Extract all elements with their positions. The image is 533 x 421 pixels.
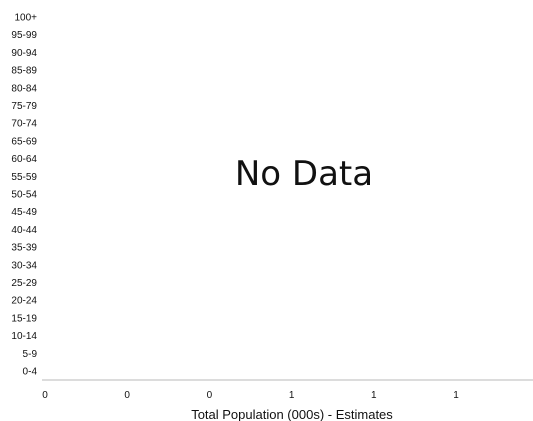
y-tick-label: 100+: [14, 13, 37, 24]
y-tick-label: 10-14: [11, 331, 37, 342]
x-axis-label: Total Population (000s) - Estimates: [191, 407, 393, 421]
x-tick-label: 0: [42, 390, 48, 401]
y-tick-label: 35-39: [11, 243, 37, 254]
y-tick-label: 30-34: [11, 260, 37, 271]
y-tick-label: 5-9: [23, 349, 38, 360]
y-tick-label: 90-94: [11, 48, 37, 59]
y-tick-label: 75-79: [11, 101, 37, 112]
y-tick-label: 20-24: [11, 296, 37, 307]
y-tick-label: 25-29: [11, 278, 37, 289]
y-tick-label: 65-69: [11, 136, 37, 147]
y-tick-label: 55-59: [11, 172, 37, 183]
y-tick-label: 95-99: [11, 30, 37, 41]
x-tick-label: 0: [207, 390, 213, 401]
y-tick-label: 50-54: [11, 190, 37, 201]
y-tick-label: 40-44: [11, 225, 37, 236]
no-data-message: No Data: [235, 154, 373, 194]
y-axis-tick-labels: 100+ 95-99 90-94 85-89 80-84 75-79 70-74 65-69 6…: [11, 13, 37, 378]
y-tick-label: 60-64: [11, 154, 37, 165]
x-tick-label: 1: [453, 390, 459, 401]
y-tick-label: 15-19: [11, 313, 37, 324]
x-tick-label: 1: [289, 390, 295, 401]
x-axis-tick-labels: 0 0 0 1 1 1: [42, 390, 459, 401]
x-tick-label: 0: [124, 390, 130, 401]
x-tick-label: 1: [371, 390, 377, 401]
y-tick-label: 85-89: [11, 66, 37, 77]
y-tick-label: 45-49: [11, 207, 37, 218]
y-tick-label: 80-84: [11, 83, 37, 94]
y-tick-label: 70-74: [11, 119, 37, 130]
y-tick-label: 0-4: [23, 367, 38, 378]
